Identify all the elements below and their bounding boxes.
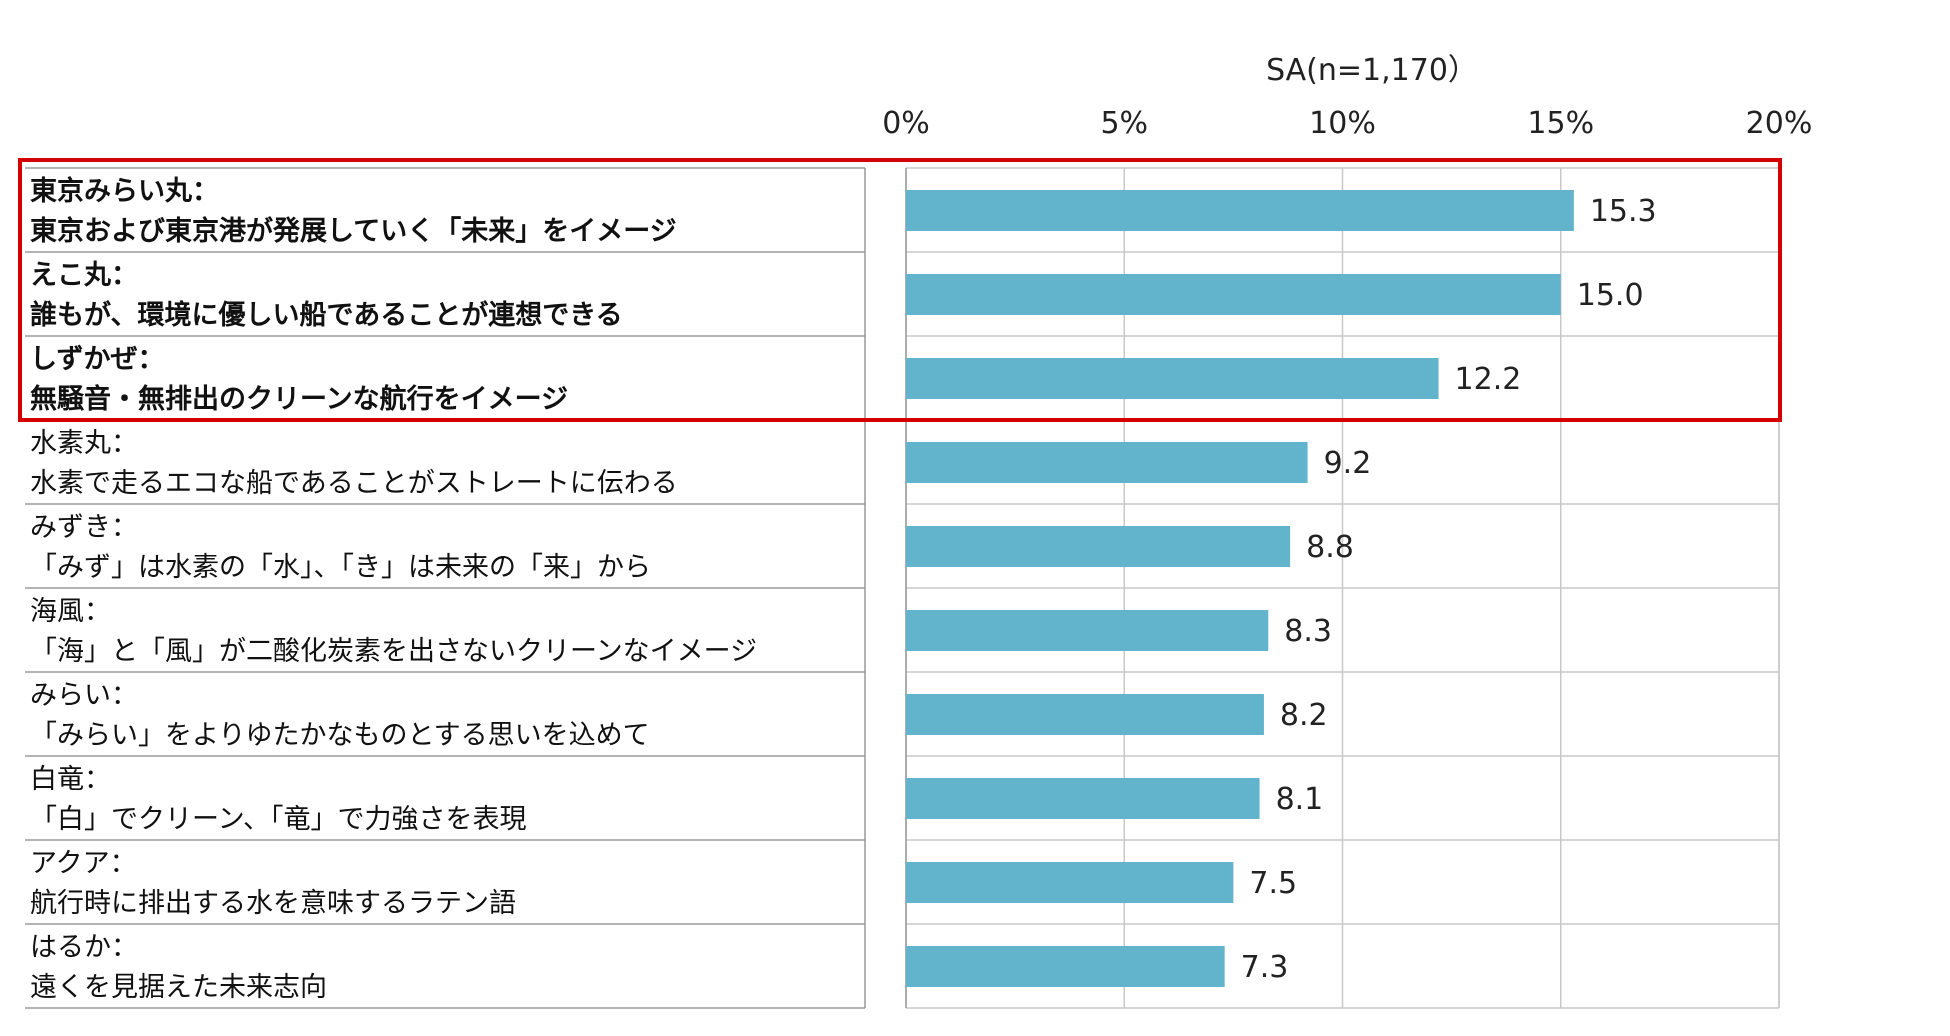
category-name-label: アクア：	[30, 848, 137, 879]
data-label: 8.3	[1284, 614, 1332, 649]
x-tick-label: 0%	[882, 106, 930, 141]
x-tick-label: 20%	[1746, 106, 1813, 141]
value-labels: 15.3 15.0 12.2 9.2 8.8 8.3 8.2 8.1 7.5 7.3	[1241, 194, 1657, 985]
x-tick-label: 15%	[1527, 106, 1594, 141]
category-desc-label: 水素で走るエコな船であることがストレートに伝わる	[30, 468, 678, 499]
category-name-label: 水素丸：	[30, 428, 138, 459]
data-label: 8.2	[1280, 698, 1328, 733]
bar	[906, 946, 1225, 987]
category-desc-label: 「みらい」をよりゆたかなものとする思いを込めて	[30, 720, 650, 751]
category-name-label: はるか：	[30, 932, 138, 963]
bar	[906, 694, 1264, 735]
data-label: 15.0	[1577, 278, 1644, 313]
sample-size-note: SA(n=1,170）	[1266, 53, 1478, 88]
data-label: 7.3	[1241, 950, 1289, 985]
x-tick-label: 10%	[1309, 106, 1376, 141]
category-desc-label: 航行時に排出する水を意味するラテン語	[30, 888, 516, 919]
bar	[906, 442, 1308, 483]
category-desc-label: 東京および東京港が発展していく「未来」をイメージ	[30, 215, 677, 247]
bar	[906, 610, 1269, 651]
category-desc-label: 「海」と「風」が二酸化炭素を出さないクリーンなイメージ	[30, 636, 757, 667]
bar	[906, 862, 1234, 903]
category-desc-label: 無騒音・無排出のクリーンな航行をイメージ	[30, 383, 568, 415]
category-desc-label: 「白」でクリーン、「竜」で力強さを表現	[30, 804, 527, 835]
data-label: 8.1	[1276, 782, 1324, 817]
category-desc-label: 遠くを見据えた未来志向	[30, 972, 327, 1003]
category-desc-label: 「みず」は水素の「水」、「き」は未来の「来」から	[30, 552, 651, 583]
x-tick-label: 5%	[1100, 106, 1148, 141]
data-label: 12.2	[1455, 362, 1522, 397]
bar	[906, 778, 1260, 819]
data-label: 7.5	[1249, 866, 1297, 901]
category-name-label: 海風：	[30, 596, 111, 627]
category-desc-label: 誰もが、環境に優しい船であることが連想できる	[30, 299, 623, 331]
bar	[906, 358, 1439, 399]
highlight-box-rect	[18, 158, 1782, 422]
data-label: 15.3	[1590, 194, 1657, 229]
bar	[906, 526, 1291, 567]
category-name-label: えこ丸：	[30, 260, 138, 291]
data-label: 8.8	[1306, 530, 1354, 565]
highlight-box	[18, 158, 1782, 422]
bars	[906, 190, 1574, 987]
category-name-label: 白竜：	[30, 764, 111, 795]
category-name-label: みずき：	[30, 512, 138, 543]
category-name-label: しずかぜ：	[30, 344, 164, 375]
data-label: 9.2	[1324, 446, 1372, 481]
bar	[906, 190, 1574, 231]
category-name-label: 東京みらい丸：	[30, 175, 219, 207]
x-axis-ticks: 0% 5% 10% 15% 20%	[882, 106, 1812, 141]
bar	[906, 274, 1561, 315]
category-name-label: みらい：	[30, 680, 138, 711]
